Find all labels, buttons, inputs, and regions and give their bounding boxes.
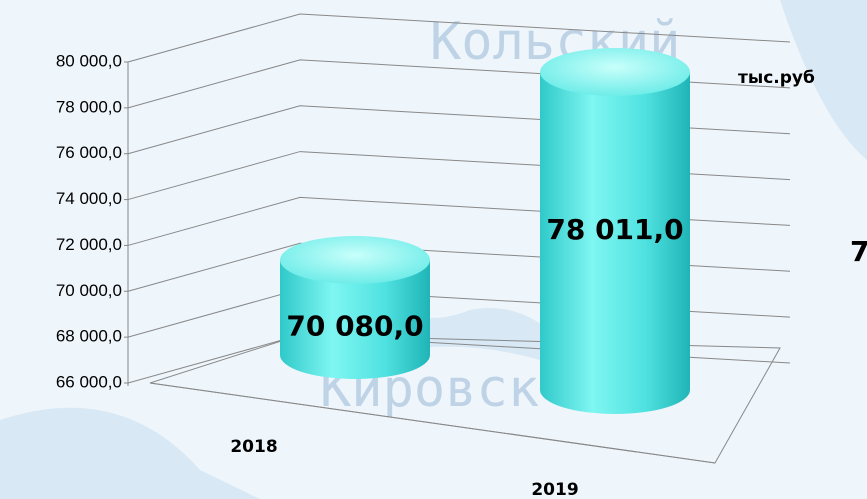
y-tick-label: 72 000,0 <box>56 235 122 254</box>
cylinder-top <box>540 48 690 96</box>
value-label: 70 080,0 <box>286 310 423 343</box>
x-axis <box>149 382 716 464</box>
unit-label: тыс.руб <box>738 68 815 88</box>
cylinder <box>540 72 690 414</box>
cylinder-top <box>280 236 430 284</box>
y-tick-label: 74 000,0 <box>56 189 122 208</box>
y-tick-label: 80 000,0 <box>56 51 122 70</box>
y-tick-label: 66 000,0 <box>56 372 122 391</box>
y-tick-label: 68 000,0 <box>56 327 122 346</box>
x-tick-label: 2018 <box>230 437 277 457</box>
cut-label: 7 <box>850 235 867 268</box>
y-tick-label: 76 000,0 <box>56 143 122 162</box>
y-tick-label: 78 000,0 <box>56 97 122 116</box>
x-tick-label: 2019 <box>531 480 578 499</box>
grid-line <box>127 13 791 63</box>
cylinder <box>280 260 430 379</box>
value-label: 78 011,0 <box>546 213 683 246</box>
y-tick-label: 70 000,0 <box>56 281 122 300</box>
